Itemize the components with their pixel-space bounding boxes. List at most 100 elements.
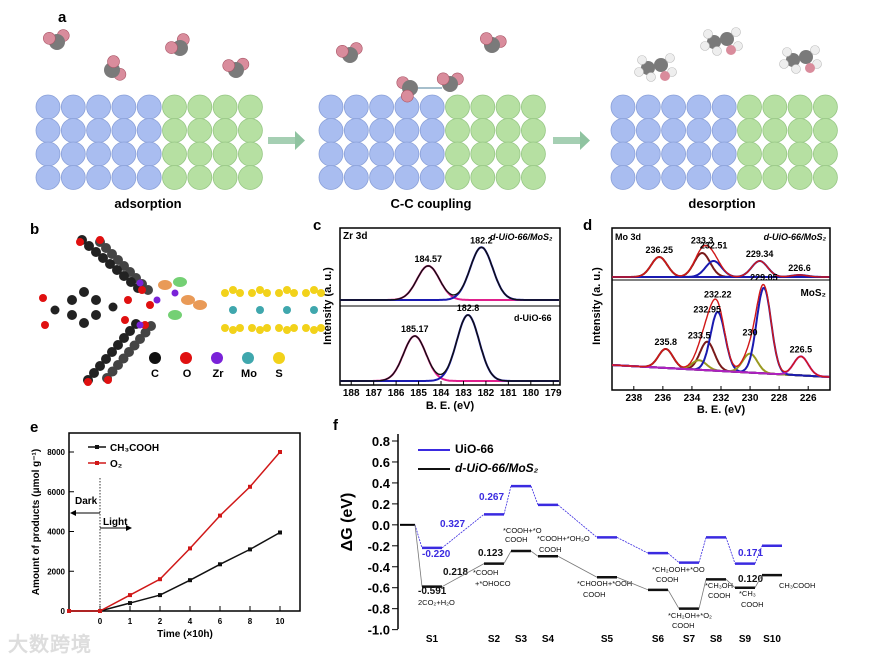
e-data-point xyxy=(188,578,192,583)
surface-atom xyxy=(686,118,712,143)
sulfur-atom xyxy=(310,326,318,334)
surface-atom xyxy=(369,141,395,167)
hydrogen-atom xyxy=(637,55,647,65)
surface-atom xyxy=(445,94,470,120)
sulfur-atom xyxy=(229,326,237,334)
oxygen-atom xyxy=(805,63,815,73)
surface-atom xyxy=(787,141,813,167)
d-tick-label: 232 xyxy=(713,393,730,404)
hydrogen-atom xyxy=(731,27,741,37)
process-arrow xyxy=(553,137,580,144)
surface-atom xyxy=(470,141,496,167)
e-data-point xyxy=(158,577,162,582)
f-blue-value-labels: 0.327 -0.220 0.267 0.171 xyxy=(422,492,763,560)
f-ytick-label: 0.0 xyxy=(372,518,390,533)
spectrum-envelope xyxy=(340,246,559,301)
carbon-atom xyxy=(112,265,122,275)
surface-atom xyxy=(60,94,86,120)
peak-label: 235.8 xyxy=(655,337,678,347)
surface-atom xyxy=(737,165,762,190)
e-ytick-label: 0 xyxy=(61,607,66,616)
e-ytick-label: 8000 xyxy=(47,448,65,457)
atom-legend: C O Zr Mo S xyxy=(151,368,283,380)
surface-atom xyxy=(318,141,344,167)
surface-atom xyxy=(162,118,187,143)
oxygen-atom xyxy=(146,301,154,309)
molybdenum-atom xyxy=(256,306,264,314)
surface-atom xyxy=(470,165,496,190)
oxygen-atom xyxy=(165,41,178,54)
spectrum-envelope xyxy=(612,283,830,378)
f-connector xyxy=(441,563,485,588)
e-legend-marker xyxy=(95,445,99,449)
oxygen-atom xyxy=(138,286,146,294)
carbon-atom xyxy=(91,310,101,320)
e-dark-label: Dark xyxy=(75,496,98,507)
carbon-atom xyxy=(786,53,800,67)
panel-label-b: b xyxy=(30,221,39,238)
legend-atom-c xyxy=(149,352,161,364)
carbon-atom xyxy=(654,58,668,72)
carbon-atom xyxy=(143,285,153,295)
hydrogen-atom xyxy=(782,47,792,57)
step-label-desorption: desorption xyxy=(688,196,755,211)
oxygen-atom xyxy=(222,59,236,72)
species-label: *COOH+*O xyxy=(503,526,542,535)
surface-atom xyxy=(737,118,762,143)
c-tick-label: 181 xyxy=(500,388,517,399)
sulfur-atom xyxy=(221,289,229,297)
f-ytick-label: -1.0 xyxy=(368,623,390,638)
f-xtick-label: S8 xyxy=(710,634,723,645)
surface-atom xyxy=(394,165,420,190)
carbon-atom xyxy=(84,241,94,251)
species-label: *CH₂OOH+*OO xyxy=(652,565,705,574)
sulfur-atom xyxy=(317,324,325,332)
surface-atom xyxy=(787,118,813,143)
surface-atom xyxy=(187,141,213,167)
peak-label: 233.5 xyxy=(688,331,711,341)
surface-atom xyxy=(187,118,213,143)
f-value-label: -0.220 xyxy=(422,549,451,560)
surface-atom xyxy=(136,165,162,190)
surface-atom xyxy=(762,118,788,143)
zirconium-atom xyxy=(171,289,179,297)
c-tick-label: 185 xyxy=(410,388,427,399)
molybdenum-atom xyxy=(283,306,291,314)
surface-atom xyxy=(762,165,788,190)
d-ylabel: Intensity (a. u.) xyxy=(591,267,603,345)
peak-label: 229.34 xyxy=(746,249,774,259)
carbon-atom xyxy=(91,295,101,305)
surface-atom xyxy=(661,118,686,143)
peak-label: 182.2 xyxy=(470,235,493,245)
surface-atom xyxy=(35,165,61,190)
sulfur-atom xyxy=(290,324,298,332)
c-tick-label: 188 xyxy=(343,388,360,399)
fit-peak-182.8 xyxy=(340,313,559,382)
sulfur-atom xyxy=(283,286,291,294)
legend-atom-zr xyxy=(211,352,223,364)
surface-atom xyxy=(495,118,521,143)
e-data-point xyxy=(67,609,71,613)
surface-atom xyxy=(136,94,162,120)
surface-atom xyxy=(419,141,445,167)
legend-s: S xyxy=(275,368,282,380)
f-ylabel: ΔG (eV) xyxy=(339,493,356,552)
step-label-cc-coupling: C-C coupling xyxy=(391,196,472,211)
hydrogen-atom xyxy=(712,46,722,56)
oxygen-atom xyxy=(124,296,132,304)
surface-atom xyxy=(610,165,636,190)
e-ytick-label: 6000 xyxy=(47,488,65,497)
f-ytick-label: -0.6 xyxy=(368,581,390,596)
carbon-atom xyxy=(125,326,135,336)
e-data-point xyxy=(158,593,162,598)
surface-atom xyxy=(111,94,137,120)
legend-mo: Mo xyxy=(241,368,257,380)
surface-atom xyxy=(762,141,788,167)
surface-atom xyxy=(187,94,213,120)
sulfur-atom xyxy=(302,324,310,332)
surface-atom xyxy=(35,94,61,120)
f-connector xyxy=(557,504,598,538)
surface-atom xyxy=(162,94,187,120)
peak-label: 226.5 xyxy=(790,344,813,354)
